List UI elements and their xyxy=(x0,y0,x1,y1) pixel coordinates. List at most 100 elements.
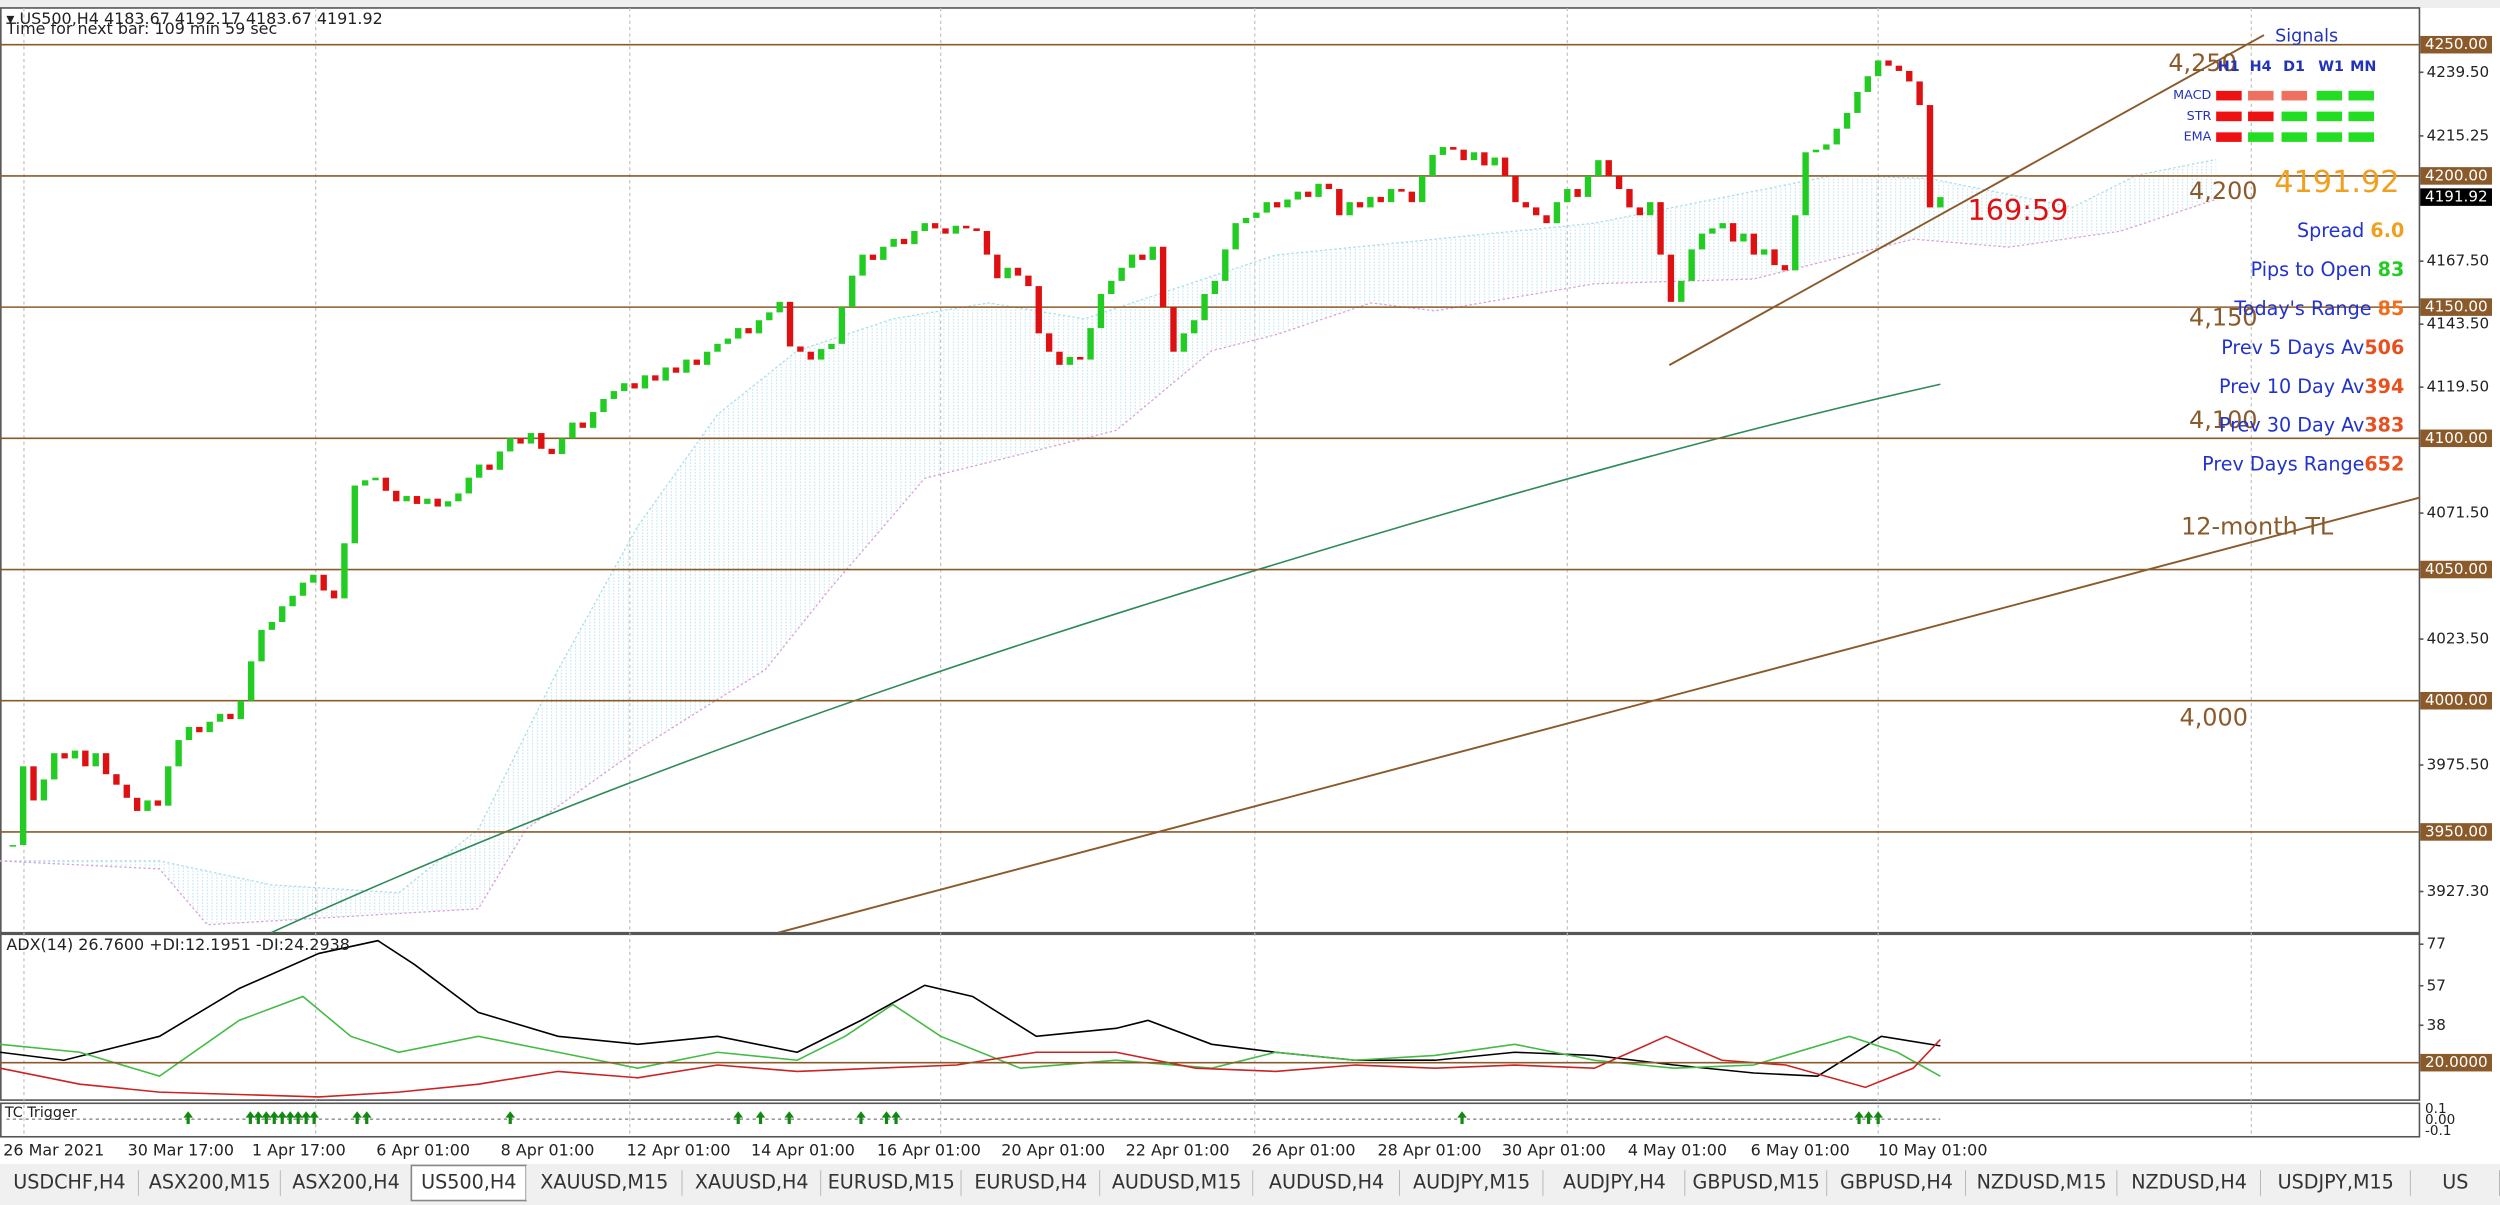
tab-label[interactable]: XAUUSD,H4 xyxy=(695,1170,809,1193)
candle-body xyxy=(133,797,141,811)
tab[interactable] xyxy=(1685,1165,1828,1201)
candle-body xyxy=(1170,307,1177,352)
tab-label[interactable]: ASX200,M15 xyxy=(149,1170,271,1193)
level-box xyxy=(2420,1053,2492,1072)
candle-body xyxy=(1045,333,1053,352)
adx-tick-label: 20.0000 xyxy=(2425,1053,2488,1071)
candle-body xyxy=(424,498,431,504)
candle-body xyxy=(983,231,991,255)
tab-label[interactable]: GBPUSD,M15 xyxy=(1693,1170,1820,1193)
candle-body xyxy=(268,621,276,630)
candle-body xyxy=(372,477,379,481)
tab[interactable] xyxy=(1253,1165,1400,1201)
stat-value: 85 xyxy=(2378,296,2405,319)
candle-body xyxy=(735,328,742,339)
candle-body xyxy=(341,543,348,599)
candle-body xyxy=(558,438,566,455)
level-label: 4,100 xyxy=(2189,406,2257,434)
candle-body xyxy=(496,451,504,470)
stat-value: 652 xyxy=(2364,452,2404,475)
y-tick-label: 3927.30 xyxy=(2427,882,2490,900)
candle-body xyxy=(1636,207,1644,216)
candle-body xyxy=(1273,202,1281,208)
tab[interactable] xyxy=(821,1165,962,1201)
tab-label[interactable]: US xyxy=(2442,1170,2468,1193)
candle-body xyxy=(1874,60,1882,77)
x-tick-label: 6 May 01:00 xyxy=(1751,1141,1850,1160)
tab-label[interactable]: EURUSD,H4 xyxy=(974,1170,1087,1193)
tab[interactable] xyxy=(0,1165,139,1201)
stat-value: 506 xyxy=(2364,335,2404,358)
candle-body xyxy=(1916,81,1923,106)
candle-body xyxy=(1646,202,1654,216)
candle-body xyxy=(931,223,939,229)
tab[interactable] xyxy=(961,1165,1101,1201)
info-panel: Signals H1 H4 D1 W1 MN MACD STR EMA 4191.92 Spread… xyxy=(2173,27,2404,475)
tab-label[interactable]: XAUUSD,M15 xyxy=(540,1170,668,1193)
candle-body xyxy=(838,307,846,344)
stat: Prev 30 Day Av383 xyxy=(2219,413,2404,436)
candle-body xyxy=(1211,280,1219,294)
tab-label[interactable]: USDCHF,H4 xyxy=(13,1170,125,1193)
candle-body xyxy=(900,238,908,245)
candle-body xyxy=(351,485,358,544)
tab[interactable] xyxy=(682,1165,822,1201)
signal-name: EMA xyxy=(2184,130,2212,145)
tab[interactable] xyxy=(280,1165,412,1201)
stat-value: 383 xyxy=(2364,413,2404,436)
tab-label[interactable]: AUDJPY,H4 xyxy=(1563,1170,1666,1193)
timeframe: W1 xyxy=(2318,59,2344,75)
candle-body xyxy=(1895,65,1903,71)
tab[interactable] xyxy=(2410,1165,2500,1201)
candle-body xyxy=(797,346,804,352)
candle-body xyxy=(154,800,162,806)
level-value: 4150.00 xyxy=(2425,298,2488,316)
tab[interactable] xyxy=(1399,1165,1544,1201)
tab[interactable] xyxy=(1965,1165,2118,1201)
tab[interactable] xyxy=(138,1165,281,1201)
y-tick-label: 4023.50 xyxy=(2427,630,2490,648)
candle-body xyxy=(1522,202,1530,208)
candle-body xyxy=(1159,246,1167,308)
tab-label[interactable]: AUDJPY,M15 xyxy=(1413,1170,1530,1193)
candle-body xyxy=(1139,254,1146,260)
candle-body xyxy=(911,231,918,245)
level-box xyxy=(2420,35,2492,54)
candle-body xyxy=(1481,152,1488,166)
candle-body xyxy=(786,301,794,347)
tab[interactable] xyxy=(2117,1165,2261,1201)
tab-label[interactable]: NZDUSD,H4 xyxy=(2131,1170,2247,1193)
candle-body xyxy=(1729,223,1737,242)
stat: Prev 10 Day Av394 xyxy=(2219,374,2404,397)
tc-arrow xyxy=(269,1111,280,1125)
tab-label[interactable]: GBPUSD,H4 xyxy=(1840,1170,1953,1193)
tc-arrow xyxy=(277,1111,288,1125)
candle-body xyxy=(1263,202,1270,213)
y-tick-label: 4071.50 xyxy=(2427,504,2490,522)
signal-block xyxy=(2248,132,2274,142)
tab-label[interactable]: AUDUSD,M15 xyxy=(1112,1170,1242,1193)
x-tick-label: 26 Apr 01:00 xyxy=(1252,1141,1356,1160)
candle-body xyxy=(921,223,928,232)
candle-body xyxy=(1698,233,1706,250)
candle-body xyxy=(123,784,130,798)
tab-label[interactable]: US500,H4 xyxy=(421,1170,516,1193)
candle-body xyxy=(1191,320,1198,334)
tab[interactable] xyxy=(1827,1165,1966,1201)
tab-label[interactable]: NZDUSD,M15 xyxy=(1977,1170,2107,1193)
candle-body xyxy=(237,700,244,720)
tab[interactable] xyxy=(526,1165,683,1201)
tab-label[interactable]: ASX200,H4 xyxy=(292,1170,399,1193)
tab-label[interactable]: USDJPY,M15 xyxy=(2278,1170,2394,1193)
tab[interactable] xyxy=(1543,1165,1686,1201)
tab-label[interactable]: AUDUSD,H4 xyxy=(1269,1170,1384,1193)
candle-body xyxy=(1460,149,1467,161)
x-tick-label: 16 Apr 01:00 xyxy=(877,1141,981,1160)
candle-body xyxy=(144,800,151,811)
tc-arrow xyxy=(733,1111,744,1125)
tab[interactable] xyxy=(2260,1165,2411,1201)
tab[interactable] xyxy=(1100,1165,1254,1201)
tab-label[interactable]: EURUSD,M15 xyxy=(828,1170,955,1193)
candle-body xyxy=(1108,280,1115,294)
